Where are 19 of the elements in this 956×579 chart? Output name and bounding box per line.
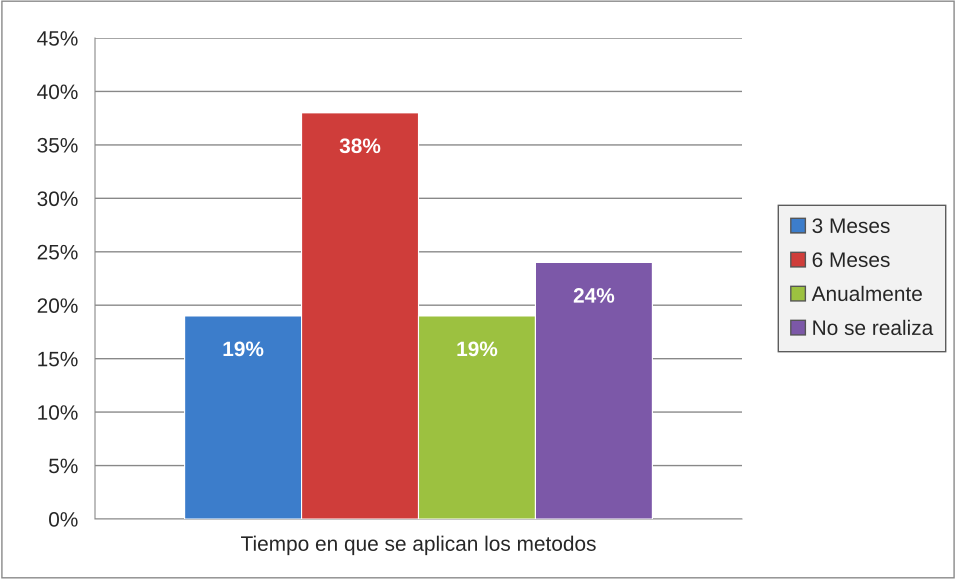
y-tick-label: 15% [38, 352, 78, 366]
y-tick-label: 25% [38, 244, 78, 260]
data-label: 24% [574, 288, 614, 303]
y-tick-label: 10% [38, 405, 78, 420]
y-tick-label: 0% [49, 512, 78, 527]
legend-label: 6 Meses [812, 252, 890, 268]
data-label: 19% [457, 341, 498, 356]
y-tick-label: 5% [49, 458, 78, 474]
legend-label: Anualmente [812, 286, 922, 302]
legend-label: 3 Meses [812, 218, 890, 234]
legend-label: No se realiza [813, 320, 934, 336]
data-label: 19% [224, 341, 264, 356]
y-tick-label: 45% [37, 31, 78, 46]
y-tick-label: 40% [37, 84, 78, 100]
y-tick-label: 20% [38, 298, 78, 313]
data-label: 38% [340, 138, 380, 154]
y-tick-label: 30% [37, 191, 78, 206]
x-tick-label: Tiempo en que se aplican los metodos [241, 536, 596, 556]
y-tick-label: 35% [37, 138, 78, 153]
